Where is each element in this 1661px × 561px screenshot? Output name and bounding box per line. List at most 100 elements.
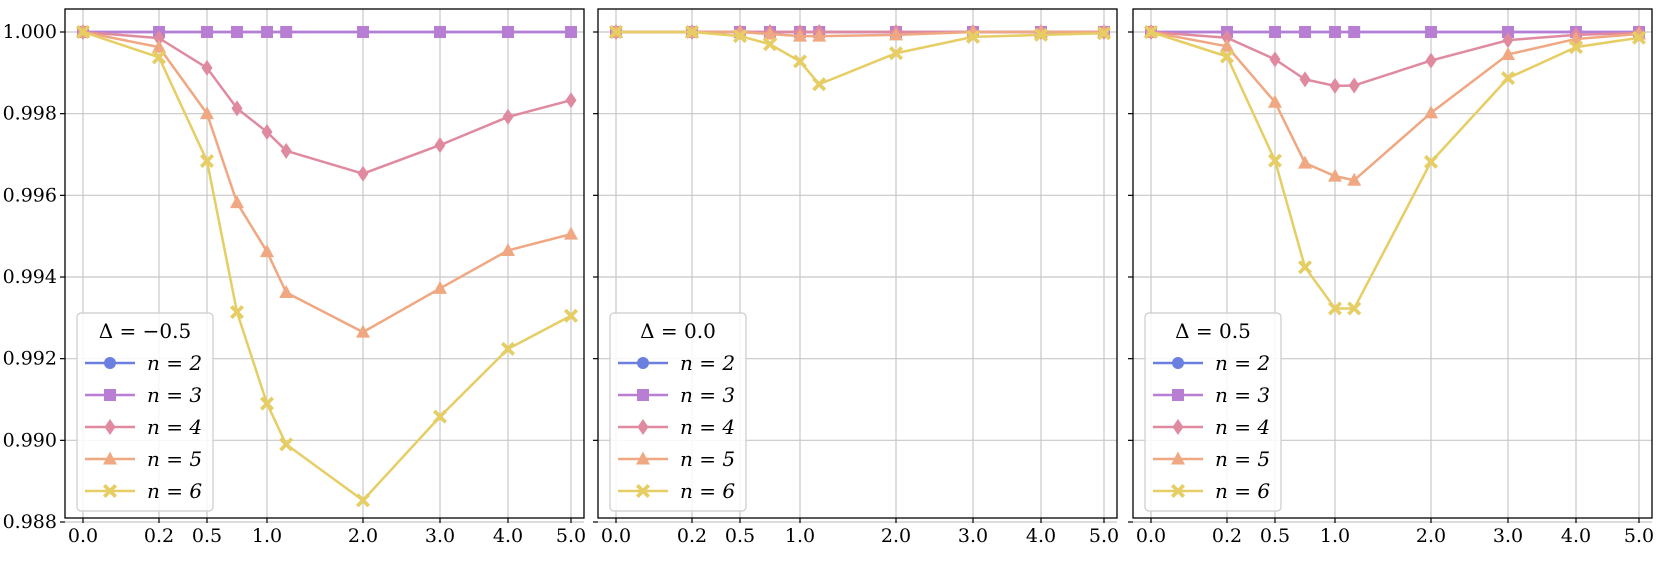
data-point bbox=[356, 493, 370, 508]
data-point bbox=[763, 26, 777, 40]
legend-marker bbox=[104, 389, 116, 401]
series-line-5 bbox=[616, 30, 1105, 86]
axes-frame bbox=[1132, 8, 1653, 519]
x-tick-label: 0.5 bbox=[192, 525, 222, 547]
data-point bbox=[564, 308, 578, 323]
data-point bbox=[231, 26, 243, 38]
legend-label: n = 6 bbox=[680, 479, 735, 503]
data-point bbox=[1425, 52, 1437, 69]
legend-marker bbox=[636, 484, 650, 498]
data-point bbox=[1268, 153, 1282, 168]
data-point bbox=[1299, 26, 1311, 38]
data-point bbox=[152, 39, 166, 53]
legend-marker bbox=[1171, 484, 1185, 498]
data-point bbox=[1268, 94, 1282, 108]
x-tick-label: 2.0 bbox=[1416, 525, 1446, 547]
legend-label: n = 4 bbox=[680, 415, 735, 439]
x-tick-label: 3.0 bbox=[958, 525, 988, 547]
legend-label: n = 6 bbox=[1215, 479, 1270, 503]
legend-title: Δ = −0.5 bbox=[99, 319, 191, 343]
series-line-3 bbox=[1150, 30, 1640, 88]
data-point bbox=[230, 195, 244, 209]
legend-marker bbox=[1172, 389, 1184, 401]
data-point bbox=[434, 137, 446, 154]
data-point bbox=[889, 27, 903, 41]
x-tick-label: 0.2 bbox=[1212, 525, 1242, 547]
series-line-4 bbox=[1150, 30, 1640, 182]
data-point bbox=[357, 26, 369, 38]
axes-frame bbox=[64, 8, 585, 519]
data-point bbox=[812, 77, 827, 92]
legend-title: Δ = 0.0 bbox=[640, 319, 716, 343]
data-point bbox=[260, 244, 274, 258]
series-line-3 bbox=[82, 30, 572, 175]
data-point bbox=[261, 124, 273, 141]
data-point bbox=[564, 226, 578, 240]
axes-frame bbox=[597, 8, 1118, 519]
data-point bbox=[565, 92, 577, 109]
data-point bbox=[1425, 26, 1437, 38]
data-point bbox=[200, 106, 214, 120]
legend-marker bbox=[104, 357, 116, 369]
y-tick-label: 0.990 bbox=[3, 429, 57, 451]
data-point bbox=[1328, 301, 1342, 316]
data-point bbox=[1424, 154, 1438, 169]
data-point bbox=[793, 28, 807, 42]
series-line-5 bbox=[1150, 30, 1640, 310]
data-point bbox=[763, 37, 777, 52]
data-point bbox=[279, 437, 294, 452]
legend-label: n = 4 bbox=[147, 415, 202, 439]
y-tick-label: 0.994 bbox=[3, 266, 57, 288]
x-tick-label: 0.5 bbox=[725, 525, 755, 547]
data-point bbox=[1347, 172, 1362, 186]
data-point bbox=[279, 285, 294, 299]
data-point bbox=[433, 280, 447, 294]
y-tick-label: 0.992 bbox=[3, 348, 57, 370]
legend-label: n = 6 bbox=[147, 479, 202, 503]
x-tick-label: 5.0 bbox=[1624, 525, 1654, 547]
data-point bbox=[502, 26, 514, 38]
x-tick-label: 3.0 bbox=[1493, 525, 1523, 547]
legend-label: n = 2 bbox=[147, 351, 202, 375]
legend-label: n = 2 bbox=[680, 351, 735, 375]
data-point bbox=[685, 25, 699, 39]
data-point bbox=[152, 50, 166, 65]
data-point bbox=[230, 305, 244, 320]
data-point bbox=[356, 324, 370, 338]
data-point bbox=[433, 409, 447, 424]
data-point bbox=[1632, 30, 1646, 45]
data-point bbox=[1269, 51, 1281, 68]
data-point bbox=[966, 29, 980, 44]
series-line-5 bbox=[82, 30, 572, 502]
data-point bbox=[280, 142, 292, 159]
legend-marker bbox=[636, 451, 650, 465]
y-tick-label: 1.000 bbox=[3, 21, 57, 43]
data-point bbox=[1144, 25, 1158, 39]
data-point bbox=[1347, 301, 1362, 316]
x-tick-label: 0.0 bbox=[1136, 525, 1166, 547]
legend-label: n = 5 bbox=[1215, 447, 1270, 471]
y-tick-label: 0.988 bbox=[3, 511, 57, 533]
data-point bbox=[502, 108, 514, 125]
legend-marker bbox=[1172, 357, 1184, 369]
data-point bbox=[153, 30, 165, 47]
data-point bbox=[501, 341, 515, 356]
data-point bbox=[231, 100, 243, 117]
legend-label: n = 2 bbox=[1215, 351, 1270, 375]
legend-label: n = 3 bbox=[1215, 383, 1270, 407]
x-tick-label: 3.0 bbox=[425, 525, 455, 547]
data-point bbox=[1298, 155, 1312, 169]
legend-label: n = 5 bbox=[680, 447, 735, 471]
legend-marker bbox=[104, 419, 116, 435]
data-point bbox=[609, 25, 623, 39]
y-tick-label: 0.996 bbox=[3, 184, 57, 206]
data-point bbox=[1221, 29, 1233, 46]
x-tick-label: 1.0 bbox=[1320, 525, 1350, 547]
legend-label: n = 3 bbox=[680, 383, 735, 407]
panel-2: 0.0 0.2 0.5 1.0 2.0 3.0 4.0 5.0 Δ = 0.0 n = 2 n = … bbox=[593, 8, 1119, 547]
x-tick-label: 0.5 bbox=[1260, 525, 1290, 547]
legend-label: n = 4 bbox=[1215, 415, 1270, 439]
data-point bbox=[1034, 27, 1048, 42]
data-point bbox=[1348, 77, 1360, 94]
